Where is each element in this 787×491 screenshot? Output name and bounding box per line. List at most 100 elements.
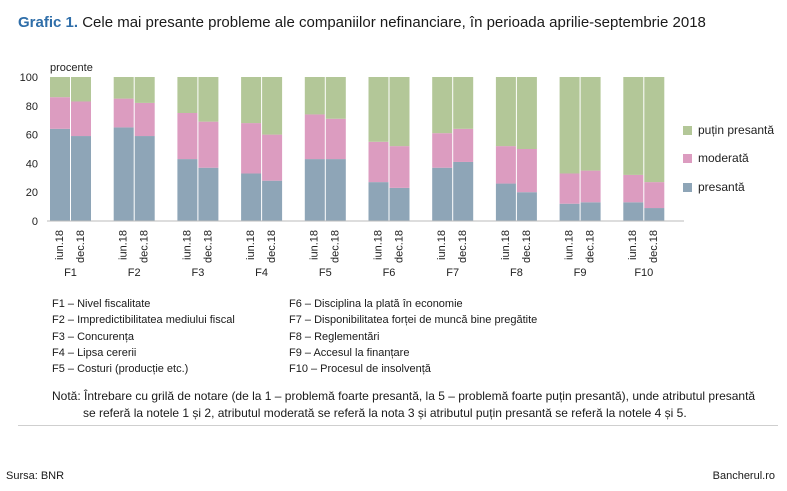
- bar-segment: [50, 128, 70, 221]
- group-label: F8: [510, 267, 523, 279]
- bar-segment: [71, 77, 91, 102]
- bar-segment: [262, 134, 283, 181]
- stacked-bar-chart: procente 0 20 40 60 80 100 iun.18 dec.18 F1 iun.18…: [20, 62, 775, 279]
- group-label: F10: [634, 267, 653, 279]
- bar-segment: [453, 128, 474, 162]
- bar-segment: [368, 141, 389, 183]
- chart-title: Grafic 1. Cele mai presante probleme ale…: [18, 14, 706, 31]
- bar-segment: [71, 136, 91, 221]
- group-label: F6: [383, 267, 396, 279]
- legend-swatch: [683, 154, 692, 163]
- period-label: dec.18: [330, 230, 342, 263]
- chart-note: Notă: Întrebare cu grilă de notare (de l…: [52, 388, 772, 422]
- period-label: iun.18: [245, 230, 257, 260]
- legend-swatch: [683, 126, 692, 135]
- bar-segment: [113, 77, 134, 99]
- bar-segment: [559, 77, 580, 174]
- bar-segment: [516, 77, 537, 149]
- bar-segment: [241, 123, 262, 174]
- bar-segment: [644, 182, 665, 209]
- definition-item: F5 – Costuri (producție etc.): [52, 363, 189, 376]
- y-tick-label: 20: [26, 187, 38, 199]
- bar-segment: [177, 77, 198, 113]
- bar-segment: [50, 97, 70, 129]
- bar-segment: [241, 77, 262, 124]
- factor-definitions-right: F6 – Disciplina la plată în economie F7 …: [289, 296, 537, 377]
- bar-segment: [516, 192, 537, 221]
- bar-segment: [325, 118, 346, 160]
- bar-segment: [198, 167, 219, 221]
- period-label: iun.18: [500, 230, 512, 260]
- period-label: iun.18: [118, 230, 130, 260]
- chart-title-text: Cele mai presante probleme ale companiil…: [82, 14, 706, 31]
- bar-segment: [113, 98, 134, 128]
- bar-segment: [623, 202, 644, 221]
- bar-segment: [198, 121, 219, 168]
- bar-segment: [262, 180, 283, 221]
- y-tick-label: 40: [26, 158, 38, 170]
- bar-segment: [325, 159, 346, 221]
- bar-segment: [559, 173, 580, 204]
- period-label: dec.18: [393, 230, 405, 263]
- period-label: iun.18: [309, 230, 321, 260]
- bar-segment: [580, 202, 601, 221]
- bar-segment: [368, 182, 389, 221]
- y-tick-label: 80: [26, 101, 38, 113]
- period-label: iun.18: [564, 230, 576, 260]
- period-label: iun.18: [436, 230, 448, 260]
- divider: [18, 425, 778, 426]
- group-label: F1: [64, 267, 77, 279]
- bar-segment: [325, 77, 346, 119]
- y-tick-label: 0: [32, 216, 38, 228]
- chart-title-lead: Grafic 1.: [18, 14, 79, 31]
- definition-item: F9 – Accesul la finanțare: [289, 346, 410, 359]
- definition-item: F2 – Impredictibilitatea mediului fiscal: [52, 314, 235, 327]
- definition-item: F3 – Concurența: [52, 330, 134, 343]
- period-label: dec.18: [266, 230, 278, 263]
- bar-segment: [432, 167, 453, 221]
- period-label: iun.18: [372, 230, 384, 260]
- brand-label: Bancherul.ro: [712, 470, 775, 482]
- note-line-1: Notă: Întrebare cu grilă de notare (de l…: [52, 389, 756, 403]
- group-label: F9: [574, 267, 587, 279]
- definition-item: F7 – Disponibilitatea forței de muncă bi…: [289, 314, 538, 327]
- group-label: F7: [446, 267, 459, 279]
- period-label: iun.18: [54, 230, 66, 260]
- bar-segment: [623, 77, 644, 175]
- bar-segment: [453, 77, 474, 129]
- source-label: Sursa: BNR: [6, 470, 65, 482]
- group-label: F2: [128, 267, 141, 279]
- legend-label: presantă: [698, 180, 745, 194]
- period-label: dec.18: [75, 230, 87, 263]
- bar-segment: [134, 102, 155, 137]
- bar-segment: [368, 77, 389, 142]
- period-label: dec.18: [139, 230, 151, 263]
- bar-segment: [453, 161, 474, 221]
- period-label: iun.18: [627, 230, 639, 260]
- bar-segment: [495, 77, 516, 147]
- y-axis-label: procente: [50, 62, 93, 74]
- bar-segment: [50, 77, 70, 98]
- bar-segment: [177, 113, 198, 160]
- bar-segment: [262, 77, 283, 135]
- bar-segment: [580, 77, 601, 171]
- bar-segment: [134, 136, 155, 221]
- bar-segment: [559, 203, 580, 221]
- bar-segment: [177, 159, 198, 221]
- bar-segment: [389, 77, 410, 147]
- bar-segment: [516, 149, 537, 193]
- definition-item: F4 – Lipsa cererii: [52, 346, 137, 359]
- legend-swatch: [683, 183, 692, 192]
- bar-segment: [495, 146, 516, 184]
- group-label: F3: [191, 267, 204, 279]
- period-label: dec.18: [648, 230, 660, 263]
- bar-segment: [644, 77, 665, 183]
- definition-item: F1 – Nivel fiscalitate: [52, 298, 151, 310]
- period-label: dec.18: [202, 230, 214, 263]
- definition-item: F6 – Disciplina la plată în economie: [289, 298, 463, 310]
- period-label: dec.18: [521, 230, 533, 263]
- bar-segment: [304, 114, 325, 160]
- bar-segment: [389, 146, 410, 188]
- note-line-2: se referă la notele 1 și 2, atributul mo…: [83, 406, 687, 420]
- bar-segment: [623, 174, 644, 203]
